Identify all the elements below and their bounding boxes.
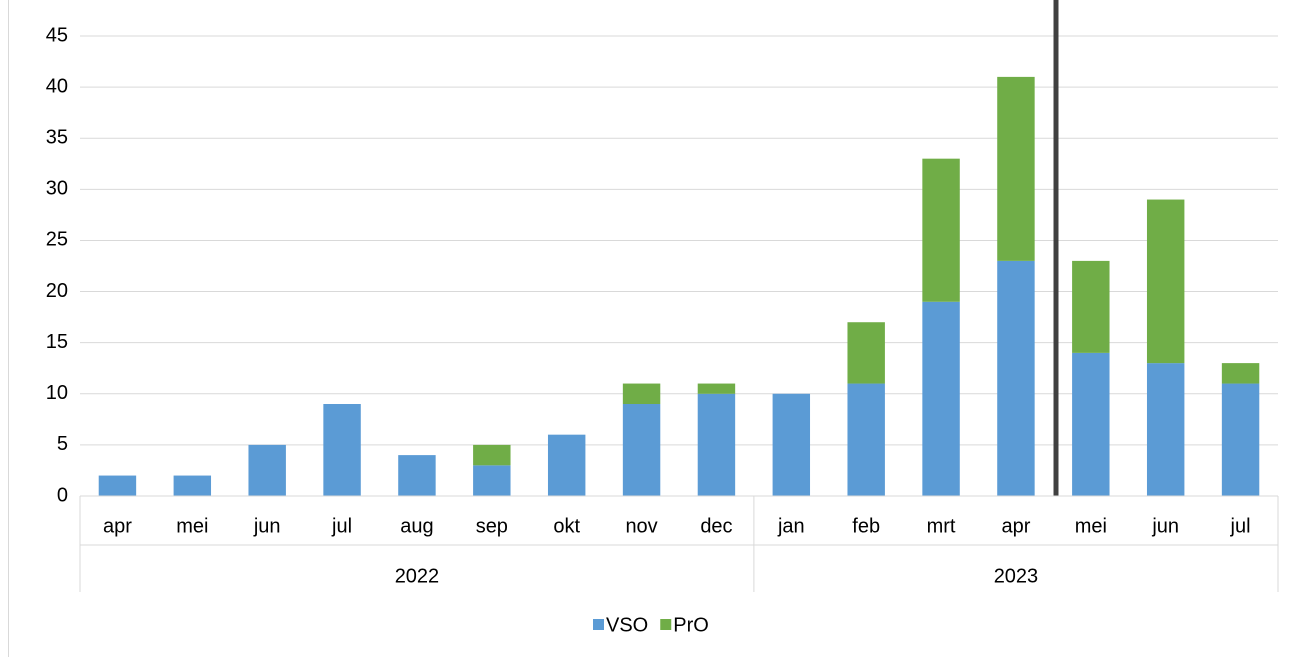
bar-segment bbox=[1072, 260, 1110, 353]
bar-segment bbox=[1221, 383, 1260, 496]
bar-segment bbox=[697, 383, 736, 394]
bar-segment bbox=[547, 434, 586, 496]
bar-segment bbox=[847, 322, 885, 384]
x-tick-label: jun bbox=[1151, 515, 1179, 537]
y-tick-label: 25 bbox=[46, 229, 68, 251]
x-tick-label: jul bbox=[331, 515, 352, 537]
y-tick-label: 40 bbox=[46, 75, 68, 97]
x-tick-label: jul bbox=[1230, 515, 1251, 537]
bar-segment bbox=[622, 404, 661, 496]
x-tick-label: okt bbox=[553, 515, 580, 537]
group-label: 2022 bbox=[395, 565, 440, 587]
x-tick-label: dec bbox=[700, 515, 732, 537]
legend-label: VSO bbox=[606, 614, 648, 636]
y-tick-label: 0 bbox=[57, 484, 68, 506]
chart-frame bbox=[8, 0, 9, 657]
bar-segment bbox=[622, 383, 661, 404]
legend-label: PrO bbox=[673, 614, 709, 636]
x-tick-label: aug bbox=[400, 515, 433, 537]
bar-segment bbox=[922, 158, 960, 302]
bar-segment bbox=[1221, 363, 1260, 384]
bar-segment bbox=[1072, 352, 1110, 496]
y-tick-label: 45 bbox=[46, 24, 68, 46]
x-tick-label: sep bbox=[476, 515, 508, 537]
x-tick-label: apr bbox=[1001, 515, 1030, 537]
x-tick-label: jun bbox=[253, 515, 281, 537]
bar-segment bbox=[473, 444, 511, 466]
x-tick-label: mrt bbox=[927, 515, 956, 537]
bar-segment bbox=[98, 475, 137, 496]
group-label: 2023 bbox=[994, 565, 1039, 587]
x-tick-label: apr bbox=[103, 515, 132, 537]
bar-segment bbox=[997, 76, 1035, 261]
bar-segment bbox=[847, 383, 885, 496]
bar-segment bbox=[398, 455, 436, 496]
bar-segment bbox=[473, 465, 511, 496]
y-tick-label: 35 bbox=[46, 127, 68, 149]
y-tick-label: 20 bbox=[46, 280, 68, 302]
x-tick-label: feb bbox=[852, 515, 880, 537]
legend-swatch bbox=[660, 619, 672, 630]
y-tick-label: 15 bbox=[46, 331, 68, 353]
legend-swatch bbox=[593, 619, 604, 630]
x-tick-label: mei bbox=[176, 515, 208, 537]
x-tick-label: nov bbox=[625, 515, 657, 537]
bar-segment bbox=[922, 301, 960, 496]
x-tick-label: jan bbox=[777, 515, 805, 537]
x-tick-label: mei bbox=[1075, 515, 1107, 537]
bar-segment bbox=[248, 444, 286, 496]
bar-segment bbox=[173, 475, 212, 496]
bar-segment bbox=[1146, 363, 1185, 496]
y-tick-label: 5 bbox=[57, 433, 68, 455]
y-tick-label: 10 bbox=[46, 382, 68, 404]
bar-segment bbox=[697, 393, 736, 496]
bar-segment bbox=[323, 404, 361, 496]
y-tick-label: 30 bbox=[46, 178, 68, 200]
bar-segment bbox=[772, 393, 811, 496]
bar-segment bbox=[1146, 199, 1185, 364]
bar-segment bbox=[997, 260, 1035, 496]
